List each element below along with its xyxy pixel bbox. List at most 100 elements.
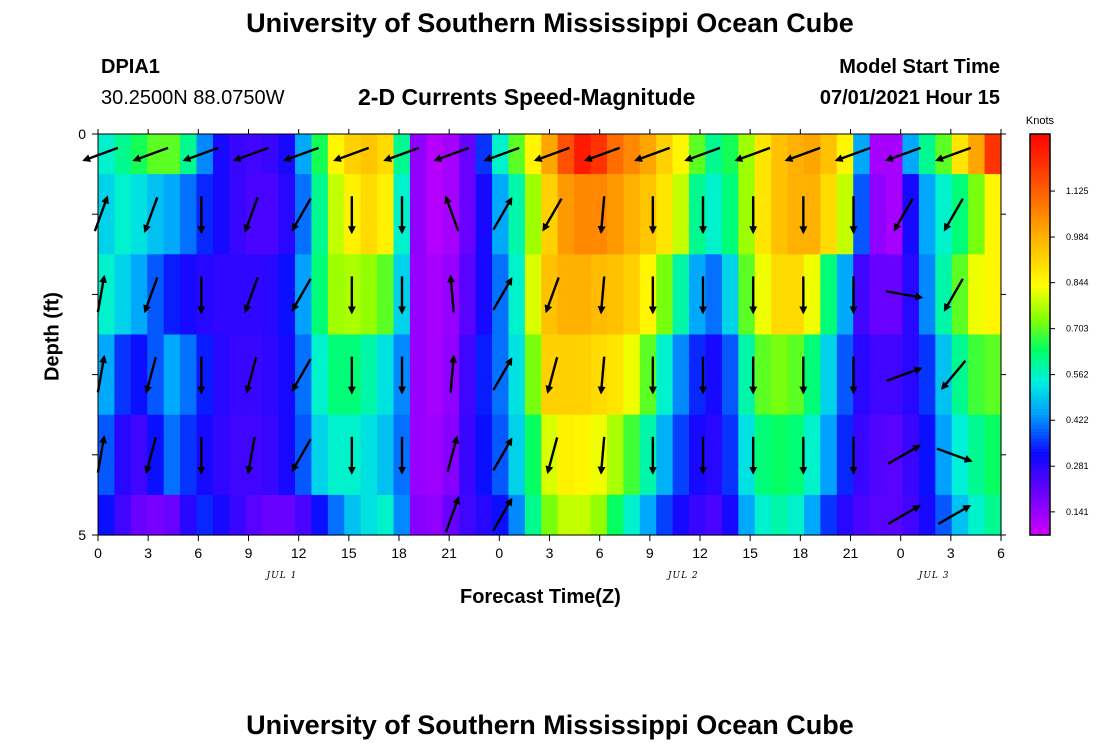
heatmap-cell bbox=[196, 254, 214, 336]
heatmap-cell bbox=[311, 254, 329, 336]
heatmap-cell bbox=[738, 494, 756, 536]
colorbar-swatch bbox=[1030, 284, 1050, 289]
heatmap-cell bbox=[623, 334, 641, 416]
colorbar-swatch bbox=[1030, 337, 1050, 342]
heatmap-cell bbox=[820, 334, 838, 416]
colorbar-swatch bbox=[1030, 441, 1050, 446]
colorbar-swatch bbox=[1030, 167, 1050, 172]
colorbar-swatch bbox=[1030, 384, 1050, 389]
heatmap-cell bbox=[836, 414, 854, 496]
heatmap-cell bbox=[902, 174, 920, 255]
heatmap-cell bbox=[163, 174, 181, 255]
heatmap-cell bbox=[508, 414, 526, 496]
heatmap-cell bbox=[245, 134, 263, 175]
heatmap-cell bbox=[295, 334, 313, 416]
heatmap-cell bbox=[672, 494, 690, 536]
heatmap-cell bbox=[212, 414, 230, 496]
heatmap-cell bbox=[311, 494, 329, 536]
heatmap-cell bbox=[606, 414, 624, 496]
heatmap-cell bbox=[705, 414, 723, 496]
heatmap-cell bbox=[295, 254, 313, 336]
heatmap-cell bbox=[360, 254, 378, 336]
current-vector bbox=[433, 146, 470, 162]
heatmap-cell bbox=[803, 494, 821, 536]
heatmap-cell bbox=[984, 494, 1002, 536]
colorbar-swatch bbox=[1030, 428, 1050, 433]
footer-title: University of Southern Mississippi Ocean… bbox=[246, 710, 854, 740]
heatmap-cell bbox=[656, 254, 674, 336]
heatmap-cell bbox=[574, 174, 592, 255]
current-vector bbox=[545, 356, 559, 394]
x-tick-label: 0 bbox=[94, 545, 102, 561]
current-vector bbox=[597, 356, 606, 395]
heatmap-cell bbox=[114, 414, 132, 496]
heatmap-cell bbox=[147, 334, 165, 416]
current-vector bbox=[544, 277, 560, 314]
heatmap-cell bbox=[787, 414, 805, 496]
colorbar-tick-label: 0.281 bbox=[1066, 461, 1089, 471]
current-vector bbox=[597, 436, 606, 475]
colorbar-swatch bbox=[1030, 347, 1050, 352]
heatmap-cell bbox=[426, 494, 444, 536]
colorbar-swatch bbox=[1030, 511, 1050, 516]
heatmap-cell bbox=[836, 174, 854, 255]
heatmap-cell bbox=[508, 134, 526, 175]
heatmap-cell bbox=[803, 254, 821, 336]
heatmap-cell bbox=[672, 254, 690, 336]
heatmap-cell bbox=[163, 414, 181, 496]
colorbar-swatch bbox=[1030, 257, 1050, 262]
heatmap-cell bbox=[311, 134, 329, 175]
heatmap-cell bbox=[639, 174, 657, 255]
colorbar-swatch bbox=[1030, 377, 1050, 382]
heatmap-cell bbox=[278, 174, 296, 255]
heatmap-cell bbox=[968, 174, 986, 255]
colorbar-swatch bbox=[1030, 297, 1050, 302]
heatmap-cell bbox=[918, 414, 936, 496]
heatmap-cell bbox=[212, 174, 230, 255]
heatmap-cell bbox=[886, 494, 904, 536]
colorbar-swatch bbox=[1030, 454, 1050, 459]
heatmap-cell bbox=[377, 134, 395, 175]
heatmap-cell bbox=[968, 134, 986, 175]
heatmap-cell bbox=[902, 414, 920, 496]
colorbar-tick-label: 0.844 bbox=[1066, 278, 1089, 288]
heatmap-cell bbox=[935, 174, 953, 255]
heatmap-cell bbox=[459, 334, 477, 416]
current-vector bbox=[96, 435, 108, 473]
heatmap-cell bbox=[229, 174, 247, 255]
colorbar-swatch bbox=[1030, 531, 1050, 536]
colorbar-swatch bbox=[1030, 237, 1050, 242]
heatmap-cell bbox=[968, 414, 986, 496]
heatmap-cell bbox=[147, 254, 165, 336]
heatmap-cell bbox=[130, 414, 148, 496]
heatmap-cell bbox=[787, 254, 805, 336]
heatmap-cell bbox=[327, 494, 345, 536]
heatmap-cell bbox=[721, 254, 739, 336]
x-tick-label: 12 bbox=[291, 545, 307, 561]
heatmap-cell bbox=[754, 414, 772, 496]
current-vector bbox=[444, 496, 461, 533]
heatmap-cell bbox=[409, 414, 427, 496]
heatmap-cell bbox=[918, 334, 936, 416]
colorbar-swatch bbox=[1030, 204, 1050, 209]
heatmap-cell bbox=[541, 254, 559, 336]
heatmap-cell bbox=[98, 254, 116, 336]
colorbar-swatch bbox=[1030, 214, 1050, 219]
current-vector bbox=[447, 274, 456, 313]
heatmap-cell bbox=[557, 334, 575, 416]
colorbar-swatch bbox=[1030, 230, 1050, 235]
heatmap-cell bbox=[689, 174, 707, 255]
heatmap-cell bbox=[327, 174, 345, 255]
heatmap-cell bbox=[377, 494, 395, 536]
heatmap-cell bbox=[196, 334, 214, 416]
colorbar-swatch bbox=[1030, 164, 1050, 169]
heatmap-cell bbox=[803, 134, 821, 175]
speed-heatmap bbox=[98, 134, 1002, 536]
colorbar-swatch bbox=[1030, 334, 1050, 339]
current-vector bbox=[937, 504, 972, 525]
heatmap-cell bbox=[689, 494, 707, 536]
colorbar-swatch bbox=[1030, 281, 1050, 285]
colorbar-swatch bbox=[1030, 294, 1050, 299]
colorbar-swatch bbox=[1030, 267, 1050, 272]
colorbar-swatch bbox=[1030, 357, 1050, 362]
